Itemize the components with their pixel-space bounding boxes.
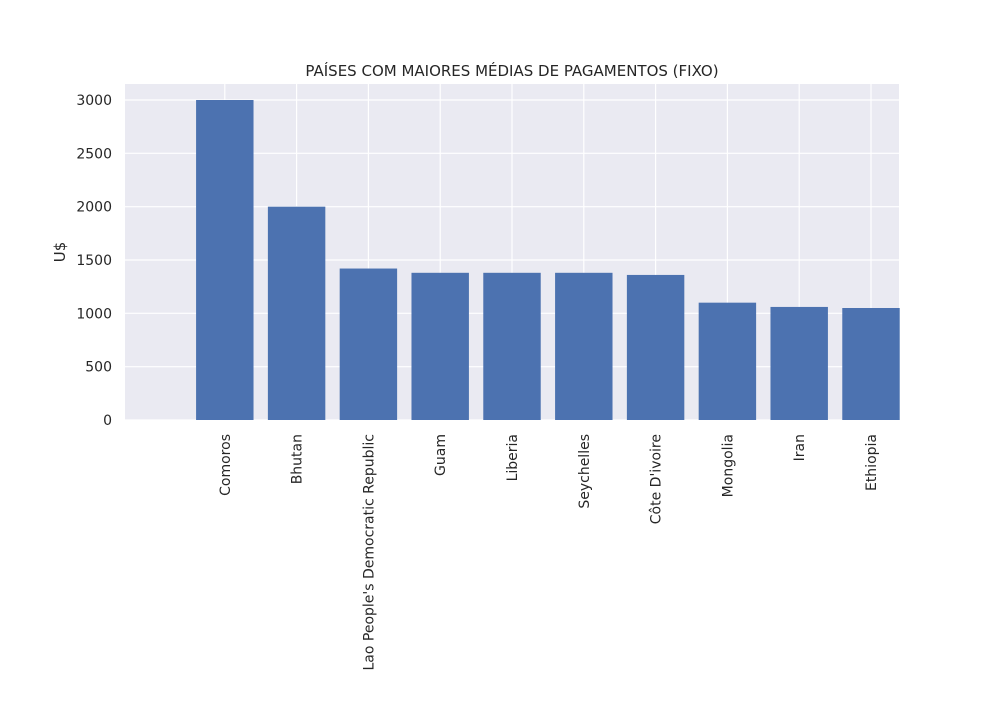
x-tick-label: Mongolia (720, 434, 736, 497)
bar-6 (626, 274, 685, 420)
x-tick-label: Côte D'ivoire (649, 434, 665, 524)
x-tick-label: Guam (433, 434, 449, 476)
bar-2 (339, 268, 398, 420)
x-tick-label: Iran (792, 434, 808, 461)
y-tick-label: 2000 (76, 200, 112, 216)
x-tick-label: Comoros (218, 434, 234, 496)
y-tick-label: 0 (103, 413, 112, 429)
bar-4 (483, 272, 541, 420)
x-tick-label: Bhutan (290, 434, 306, 484)
y-tick-label: 2500 (76, 146, 112, 162)
x-tick-label: Seychelles (577, 434, 593, 509)
bar-8 (770, 306, 828, 420)
x-tick-label: Liberia (505, 434, 521, 481)
bars (196, 100, 900, 420)
bar-0 (196, 100, 254, 420)
bar-1 (267, 206, 326, 420)
x-tick-label: Ethiopia (864, 434, 880, 491)
y-axis-ticks: 0 500 1000 1500 2000 2500 3000 (76, 93, 112, 429)
x-tick-label: Lao People's Democratic Republic (361, 434, 377, 671)
bar-3 (411, 272, 469, 420)
y-tick-label: 1500 (76, 253, 112, 269)
y-tick-label: 1000 (76, 306, 112, 322)
bar-7 (698, 302, 757, 420)
x-axis-ticks: Comoros Bhutan Lao People's Democratic Rep… (218, 434, 880, 671)
y-tick-label: 3000 (76, 93, 112, 109)
y-tick-label: 500 (85, 360, 112, 376)
bar-9 (842, 308, 900, 420)
bar-5 (555, 272, 613, 420)
y-axis-label: U$ (51, 242, 69, 263)
chart-title: PAÍSES COM MAIORES MÉDIAS DE PAGAMENTOS … (305, 61, 718, 80)
